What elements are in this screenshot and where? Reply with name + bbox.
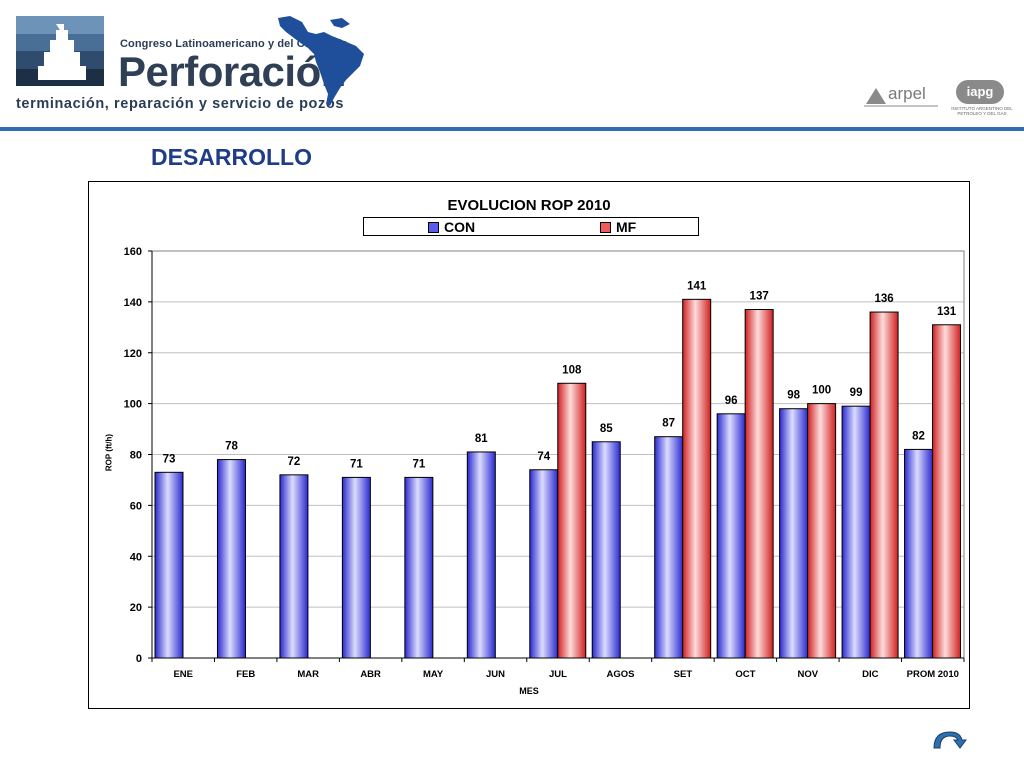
brand-title: Perforación	[118, 48, 346, 95]
bar-con	[904, 448, 934, 659]
bar-mf	[557, 382, 587, 659]
data-label-con: 74	[537, 451, 550, 463]
data-label-con: 99	[850, 387, 863, 399]
bar-con	[841, 405, 871, 659]
x-tick-label: DIC	[862, 669, 879, 680]
bar-con	[466, 451, 496, 659]
y-tick-label: 120	[124, 348, 142, 360]
bar-con	[216, 459, 246, 659]
congress-logo-icon	[16, 16, 104, 86]
bar-mf	[807, 403, 837, 659]
bar-con	[716, 413, 746, 659]
x-tick-label: PROM 2010	[907, 669, 959, 680]
tagline: terminación, reparación y servicio de po…	[16, 96, 344, 112]
bar-mf	[932, 324, 962, 659]
bar-con	[404, 476, 434, 659]
data-label-con: 98	[787, 390, 800, 402]
arpel-logo-text: arpel	[888, 84, 926, 103]
bar-con	[279, 474, 309, 659]
data-label-mf: 137	[750, 291, 769, 303]
x-tick-label: JUN	[486, 669, 505, 680]
iapg-logo-badge: iapg	[956, 80, 1004, 104]
latin-america-map-icon	[278, 16, 364, 106]
legend-swatch-con	[428, 221, 439, 233]
data-label-con: 71	[412, 458, 425, 470]
legend-item-con: CON	[428, 219, 475, 235]
x-tick-label: OCT	[735, 669, 755, 680]
x-tick-label: SET	[674, 669, 693, 680]
legend-label-con: CON	[444, 219, 476, 235]
data-label-mf: 136	[874, 293, 893, 305]
y-tick-label: 40	[130, 551, 142, 563]
bar-mf	[869, 311, 899, 659]
x-tick-label: AGOS	[606, 669, 634, 680]
bar-mf	[744, 309, 774, 659]
page-title: DESARROLLO	[151, 144, 312, 170]
data-label-mf: 131	[937, 306, 957, 318]
x-tick-label: ABR	[360, 669, 381, 680]
legend-swatch-mf	[600, 221, 611, 233]
y-tick-label: 100	[124, 399, 142, 411]
chart-legend: CON MF	[363, 217, 699, 236]
legend-item-mf: MF	[600, 219, 636, 235]
bar-con	[341, 476, 371, 659]
x-tick-label: ENE	[173, 669, 193, 680]
bar-con	[154, 471, 184, 659]
congress-line: Congreso Latinoamericano y del Caribe de	[120, 38, 348, 50]
data-label-con: 82	[912, 430, 925, 442]
y-tick-label: 0	[136, 653, 142, 665]
data-label-mf: 108	[562, 364, 582, 376]
header-divider	[0, 127, 1024, 131]
y-tick-label: 160	[124, 246, 142, 258]
y-tick-label: 80	[130, 450, 142, 462]
legend-label-mf: MF	[616, 219, 637, 235]
arpel-logo-icon	[862, 80, 942, 110]
curved-arrow-icon[interactable]	[930, 728, 970, 752]
bar-con	[591, 441, 621, 659]
x-tick-label: MAR	[297, 669, 319, 680]
data-label-mf: 100	[812, 385, 831, 397]
chart-title: EVOLUCION ROP 2010	[447, 197, 611, 214]
data-label-con: 71	[350, 458, 363, 470]
x-tick-label: FEB	[236, 669, 255, 680]
data-label-con: 87	[662, 418, 675, 430]
x-tick-label: JUL	[549, 669, 567, 680]
iapg-logo-subtitle: INSTITUTO ARGENTINO DEL PETROLEO Y DEL G…	[951, 106, 1013, 116]
bar-con	[779, 408, 809, 659]
bar-mf	[682, 298, 712, 659]
data-label-con: 72	[288, 456, 301, 468]
y-tick-label: 20	[130, 602, 142, 614]
data-label-con: 85	[600, 423, 613, 435]
y-tick-label: 60	[130, 500, 142, 512]
bar-con	[529, 469, 559, 659]
y-tick-label: 140	[124, 297, 142, 309]
x-tick-label: NOV	[798, 669, 819, 680]
bar-con	[654, 436, 684, 659]
data-label-con: 81	[475, 433, 488, 445]
data-label-con: 78	[225, 441, 238, 453]
x-tick-label: MAY	[423, 669, 444, 680]
x-axis-label: MES	[519, 686, 539, 696]
data-label-mf: 141	[687, 280, 707, 292]
data-label-con: 73	[163, 453, 176, 465]
data-label-con: 96	[725, 395, 738, 407]
